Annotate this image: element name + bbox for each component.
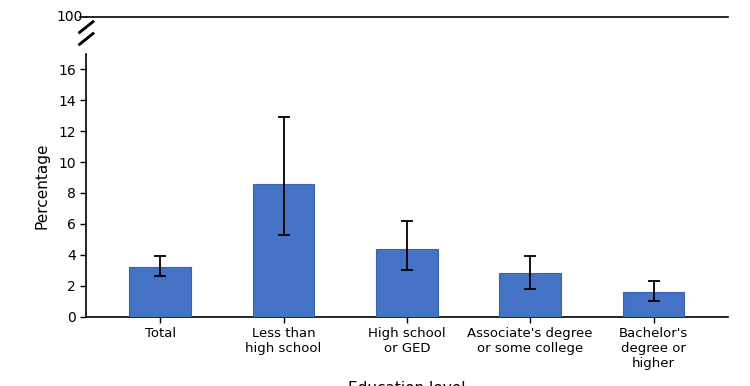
Y-axis label: Percentage: Percentage [34,142,50,229]
Bar [376,249,438,317]
Bar [500,273,561,317]
Bar [130,267,191,317]
Bar [622,292,684,317]
X-axis label: Education level: Education level [348,381,466,386]
Bar [253,184,314,317]
Text: 100: 100 [56,10,82,24]
